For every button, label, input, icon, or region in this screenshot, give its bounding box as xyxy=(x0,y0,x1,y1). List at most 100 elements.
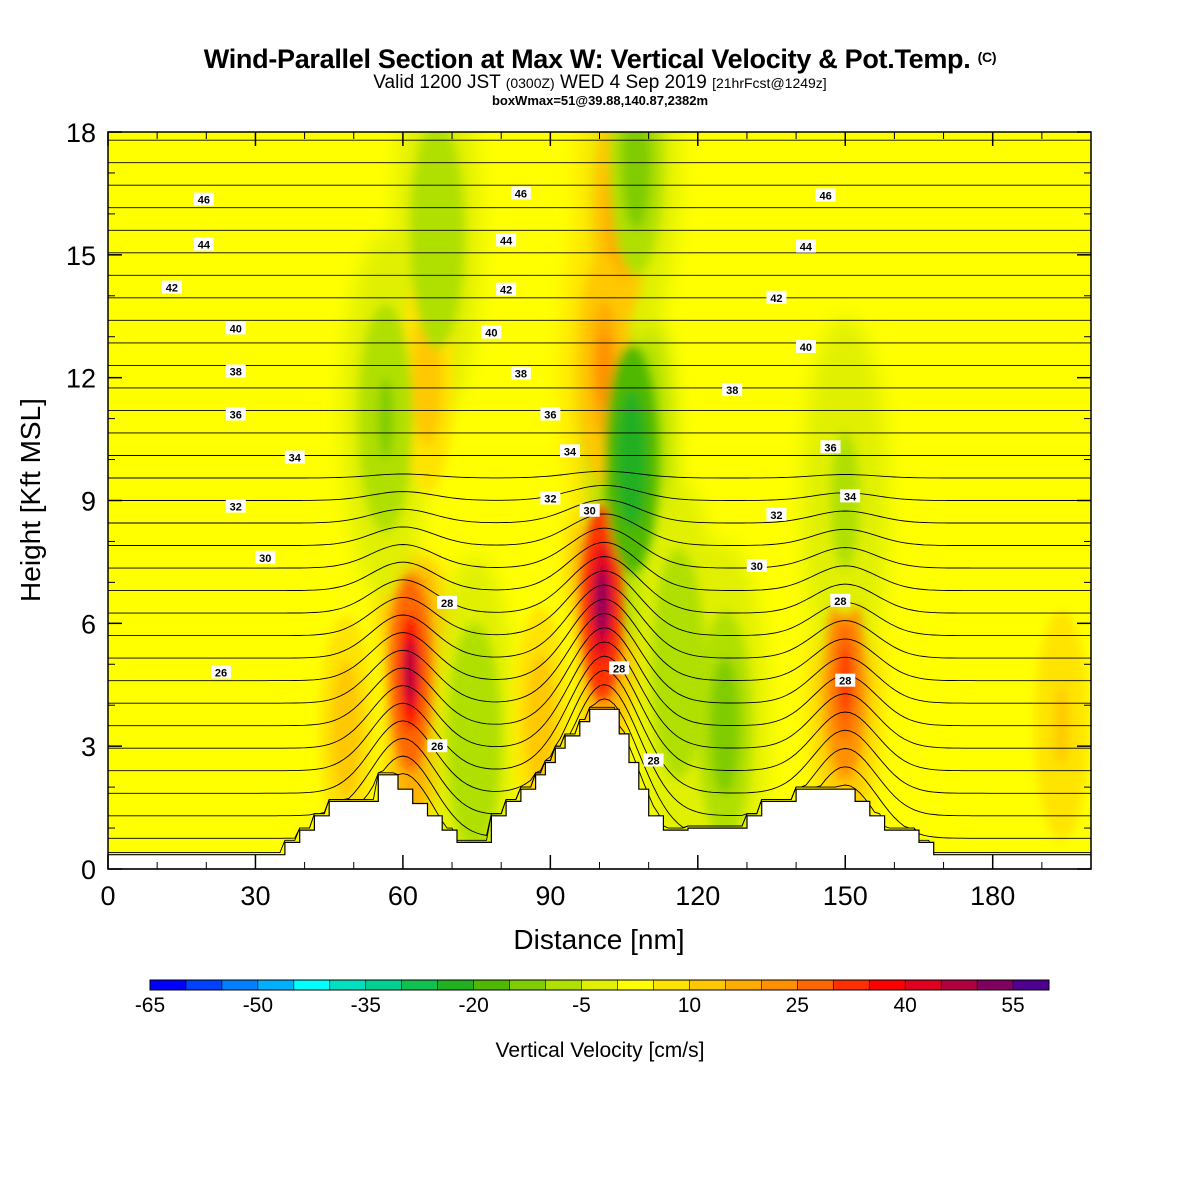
y-tick-label: 3 xyxy=(81,732,96,762)
theta-contour xyxy=(108,669,1091,794)
contour-label-text: 44 xyxy=(198,240,211,252)
contour-label: 38 xyxy=(510,366,531,381)
colorbar-swatch xyxy=(473,980,511,990)
contour-label-text: 38 xyxy=(726,385,738,397)
updraft-core-peak xyxy=(404,638,417,707)
colorbar-swatch xyxy=(185,980,223,990)
contour-label-box xyxy=(835,673,856,687)
contour-label: 28 xyxy=(643,753,664,767)
contour-label: 32 xyxy=(766,507,787,522)
contour-label: 46 xyxy=(815,188,836,202)
contour-label-text: 28 xyxy=(834,596,846,608)
contour-label-box xyxy=(540,407,561,421)
contour-label-text: 42 xyxy=(166,283,178,295)
theta-contour xyxy=(108,706,1091,854)
theta-contour xyxy=(108,641,1091,749)
contour-label-text: 30 xyxy=(584,506,596,518)
valid-date: WED 4 Sep 2019 xyxy=(560,72,707,93)
downdraft-core-peak xyxy=(429,194,445,275)
contour-label-text: 36 xyxy=(824,442,836,454)
colorbar-swatch xyxy=(689,980,726,990)
contour-label-box xyxy=(766,507,787,521)
contour-label-text: 28 xyxy=(647,755,659,767)
contour-label-box xyxy=(427,739,448,753)
contour-label-text: 38 xyxy=(515,369,527,381)
downdraft-core-peak xyxy=(670,624,686,705)
contour-label-box xyxy=(540,491,561,505)
colorbar-swatch xyxy=(1013,980,1050,990)
contour-label: 42 xyxy=(766,290,787,305)
contour-label-text: 28 xyxy=(441,598,453,610)
colorbar-swatch xyxy=(293,980,331,990)
colorbar-swatch xyxy=(869,980,906,990)
colorbar-swatch xyxy=(257,980,295,990)
updraft-core-peak xyxy=(532,681,549,762)
contour-label-text: 42 xyxy=(500,285,512,297)
y-tick-label: 0 xyxy=(81,855,96,885)
colorbar-tick-label: 55 xyxy=(1001,994,1024,1017)
contour-label-text: 38 xyxy=(230,367,242,379)
colorbar-swatch xyxy=(150,980,187,990)
theta-contour xyxy=(108,627,1091,727)
colorbar-tick-label: 10 xyxy=(678,994,701,1017)
contour-label-box xyxy=(211,665,232,679)
colorbar-swatch xyxy=(905,980,942,990)
colorbar-swatch xyxy=(797,980,834,990)
copyright-mark: (C) xyxy=(977,49,997,65)
updraft-core-peak xyxy=(596,568,608,638)
theta-contour xyxy=(108,541,1091,592)
downdraft-core-peak xyxy=(378,378,394,459)
colorbar-swatch xyxy=(545,980,583,990)
theta-contour xyxy=(108,612,1091,704)
contour-label-text: 30 xyxy=(751,561,763,573)
contour-label-text: 46 xyxy=(515,188,527,200)
colorbar-swatch xyxy=(437,980,475,990)
contour-label: 38 xyxy=(225,364,246,379)
theta-contour xyxy=(108,484,1091,501)
contour-label-text: 28 xyxy=(839,676,851,688)
updraft-core-peak xyxy=(596,329,612,410)
contour-label: 44 xyxy=(193,237,214,252)
contour-label-box xyxy=(225,364,246,378)
contour-label-box xyxy=(820,440,841,454)
contour-label: 42 xyxy=(496,282,517,297)
contour-label-box xyxy=(225,499,246,513)
contour-label: 34 xyxy=(840,489,861,503)
x-tick-label: 60 xyxy=(388,881,418,911)
y-tick-label: 15 xyxy=(66,241,96,271)
valid-time: Valid 1200 JST xyxy=(373,72,501,93)
contour-label: 36 xyxy=(540,407,561,422)
x-tick-label: 30 xyxy=(240,881,270,911)
contour-label-box xyxy=(746,559,767,573)
contour-label: 30 xyxy=(746,559,767,573)
contour-label-box xyxy=(795,339,816,353)
contour-label: 44 xyxy=(795,239,816,254)
contour-label: 28 xyxy=(830,593,851,608)
contour-label: 38 xyxy=(722,382,743,397)
contour-label-text: 40 xyxy=(485,328,497,340)
terrain xyxy=(107,708,1092,870)
box-info: boxWmax=51@39.88,140.87,2382m xyxy=(491,93,709,108)
chart-title-main: Wind-Parallel Section at Max W: Vertical… xyxy=(203,44,971,74)
contour-label-box xyxy=(510,366,531,380)
colorbar-swatch xyxy=(761,980,798,990)
contour-label-box xyxy=(579,503,600,517)
contour-label-box xyxy=(255,550,276,564)
contour-label-box xyxy=(830,593,851,607)
contour-label: 26 xyxy=(211,665,232,679)
theta-contour xyxy=(108,570,1091,637)
colorbar-title: Vertical Velocity [cm/s] xyxy=(496,1039,705,1062)
contour-label: 26 xyxy=(427,739,448,753)
downdraft-core-peak xyxy=(623,419,640,500)
contour-label-text: 46 xyxy=(198,195,210,207)
contour-labels: 46 44 42 40 38 36 34 32 30 26 46 44 42 40 38 36 34 32 30 28… xyxy=(161,186,861,767)
x-tick-label: 150 xyxy=(823,881,868,911)
colorbar-swatch xyxy=(329,980,367,990)
contour-label-text: 44 xyxy=(500,236,513,248)
theta-contour xyxy=(108,556,1091,614)
colorbar-swatch xyxy=(509,980,547,990)
contour-label-text: 26 xyxy=(431,741,443,753)
colorbar-tick-label: 40 xyxy=(893,994,916,1017)
contour-label-box xyxy=(225,321,246,335)
contour-label-box xyxy=(437,595,458,609)
